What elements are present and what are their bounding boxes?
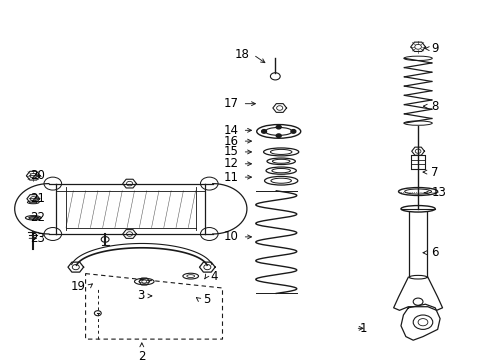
Text: 5: 5 — [203, 293, 210, 306]
Text: 22: 22 — [30, 211, 45, 224]
Text: 13: 13 — [430, 186, 445, 199]
Text: 11: 11 — [223, 171, 238, 184]
Text: 9: 9 — [430, 42, 438, 55]
Circle shape — [276, 134, 281, 138]
Text: 6: 6 — [430, 246, 438, 259]
Circle shape — [261, 130, 266, 133]
Text: 4: 4 — [210, 270, 217, 283]
Text: 17: 17 — [223, 97, 238, 110]
Text: 19: 19 — [70, 280, 85, 293]
Text: 7: 7 — [430, 166, 438, 179]
Circle shape — [276, 125, 281, 129]
Text: 21: 21 — [30, 192, 45, 205]
Text: 14: 14 — [223, 124, 238, 137]
Text: 16: 16 — [223, 135, 238, 148]
Text: 1: 1 — [359, 322, 366, 335]
Text: 3: 3 — [137, 289, 144, 302]
Text: 20: 20 — [30, 169, 45, 182]
Text: 15: 15 — [224, 145, 238, 158]
Text: 18: 18 — [234, 48, 249, 61]
Text: 12: 12 — [223, 157, 238, 170]
Text: 23: 23 — [30, 232, 45, 245]
Text: 8: 8 — [430, 100, 438, 113]
Text: 10: 10 — [224, 230, 238, 243]
Circle shape — [290, 130, 295, 133]
Text: 2: 2 — [138, 350, 145, 360]
